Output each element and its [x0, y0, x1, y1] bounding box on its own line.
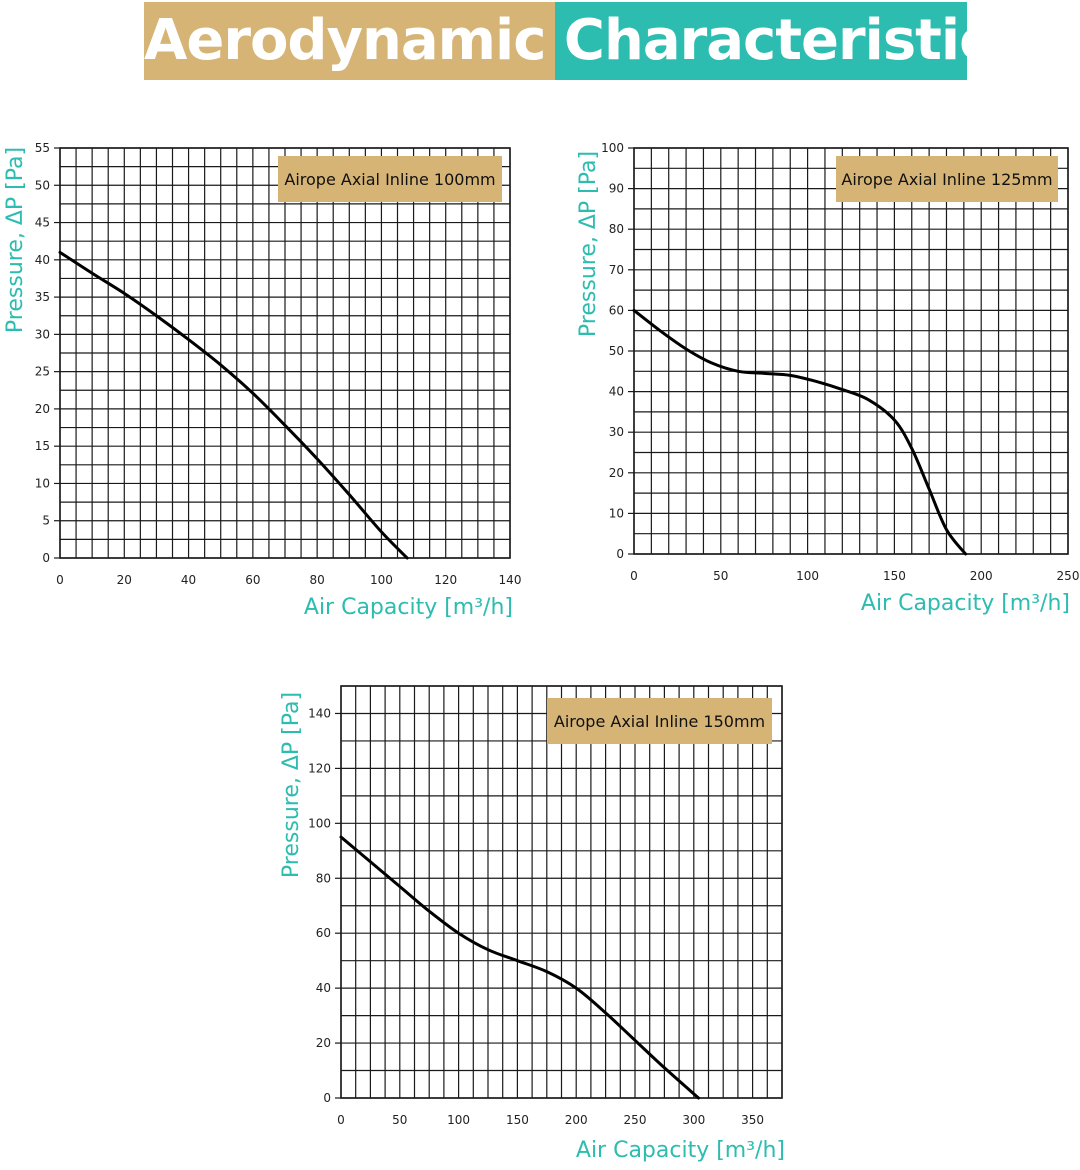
- legend-box: [278, 156, 502, 202]
- y-axis-label: Pressure, ΔP [Pa]: [279, 692, 304, 878]
- legend-label: Airope Axial Inline 150mm: [554, 712, 765, 731]
- y-tick-label: 5: [42, 514, 50, 528]
- x-tick-label: 120: [434, 573, 457, 587]
- y-tick-label: 90: [609, 182, 624, 196]
- y-tick-label: 40: [35, 253, 50, 267]
- y-tick-label: 60: [316, 926, 331, 940]
- chart-3: 0 20 40 60 80 100 120 140 0 50 100 150 200 250 300 350 A…: [279, 685, 785, 1163]
- legend: Airope Axial Inline 100mm: [278, 156, 502, 202]
- y-tick-label: 70: [609, 263, 624, 277]
- y-tick-label: 40: [609, 385, 624, 399]
- x-tick-label: 300: [682, 1113, 705, 1127]
- y-tick-label: 30: [35, 327, 50, 341]
- x-tick-label: 0: [630, 569, 638, 583]
- x-axis-label: Air Capacity [m³/h]: [304, 595, 513, 620]
- x-tick-label: 100: [447, 1113, 470, 1127]
- y-tick-label: 45: [35, 216, 50, 230]
- y-tick-label: 35: [35, 290, 50, 304]
- y-tick-label: 0: [323, 1091, 331, 1105]
- y-tick-label: 100: [308, 816, 331, 830]
- y-axis-label: Pressure, ΔP [Pa]: [576, 151, 601, 337]
- y-tick-label: 55: [35, 141, 50, 155]
- y-tick-label: 60: [609, 303, 624, 317]
- legend-label: Airope Axial Inline 125mm: [841, 170, 1052, 189]
- plot-frame: [59, 147, 511, 559]
- x-axis-label: Air Capacity [m³/h]: [861, 591, 1070, 616]
- y-tick-label: 80: [609, 222, 624, 236]
- y-tick-label: 50: [609, 344, 624, 358]
- x-tick-label: 250: [1057, 569, 1080, 583]
- grid-horizontal: [634, 147, 1068, 555]
- legend-box: [836, 156, 1058, 202]
- y-tick-label: 10: [609, 506, 624, 520]
- page-title: Aerodynamic Characteristics: [144, 8, 967, 73]
- x-tick-label: 200: [565, 1113, 588, 1127]
- series-line: [58, 250, 409, 560]
- x-tick-label: 80: [310, 573, 325, 587]
- y-tick-label: 20: [316, 1036, 331, 1050]
- x-tick-label: 50: [713, 569, 728, 583]
- y-tick-label: 20: [35, 402, 50, 416]
- series-line: [632, 308, 968, 556]
- plot-frame: [340, 685, 783, 1099]
- y-tick-label: 50: [35, 178, 50, 192]
- y-tick-label: 120: [308, 761, 331, 775]
- y-tick-label: 30: [609, 425, 624, 439]
- series-line: [339, 835, 701, 1100]
- banner-right-block: [555, 2, 967, 80]
- y-tick-label: 40: [316, 981, 331, 995]
- y-tick-label: 20: [609, 466, 624, 480]
- y-tick-label: 80: [316, 871, 331, 885]
- legend: Airope Axial Inline 125mm: [836, 156, 1058, 202]
- x-tick-label: 100: [796, 569, 819, 583]
- y-tick-label: 100: [601, 141, 624, 155]
- y-axis-label: Pressure, ΔP [Pa]: [3, 147, 28, 333]
- x-tick-label: 100: [370, 573, 393, 587]
- x-tick-label: 140: [499, 573, 522, 587]
- x-axis-label: Air Capacity [m³/h]: [576, 1138, 785, 1163]
- x-tick-label: 250: [624, 1113, 647, 1127]
- x-tick-label: 20: [117, 573, 132, 587]
- y-tick-label: 0: [42, 551, 50, 565]
- x-tick-label: 0: [337, 1113, 345, 1127]
- x-tick-label: 150: [883, 569, 906, 583]
- x-tick-label: 50: [392, 1113, 407, 1127]
- chart-1: 0 5 10 15 20 25 30 35 40 45 50 55 0 20 40 60 80 100 120 140…: [3, 141, 521, 620]
- y-tick-label: 15: [35, 439, 50, 453]
- y-tick-label: 10: [35, 476, 50, 490]
- y-tick-label: 25: [35, 365, 50, 379]
- x-tick-label: 200: [970, 569, 993, 583]
- legend-box: [547, 698, 772, 744]
- title-banner: Aerodynamic Characteristics: [144, 2, 967, 80]
- x-tick-label: 40: [181, 573, 196, 587]
- banner-left-block: [144, 2, 555, 80]
- legend: Airope Axial Inline 150mm: [547, 698, 772, 744]
- x-tick-label: 0: [56, 573, 64, 587]
- x-tick-label: 350: [741, 1113, 764, 1127]
- x-tick-label: 150: [506, 1113, 529, 1127]
- chart-2: 0 10 20 30 40 50 60 70 80 90 100 0 50 100 150 200 250 Air…: [576, 141, 1079, 616]
- x-tick-label: 60: [245, 573, 260, 587]
- y-tick-label: 140: [308, 706, 331, 720]
- legend-label: Airope Axial Inline 100mm: [284, 170, 495, 189]
- y-tick-label: 0: [616, 547, 624, 561]
